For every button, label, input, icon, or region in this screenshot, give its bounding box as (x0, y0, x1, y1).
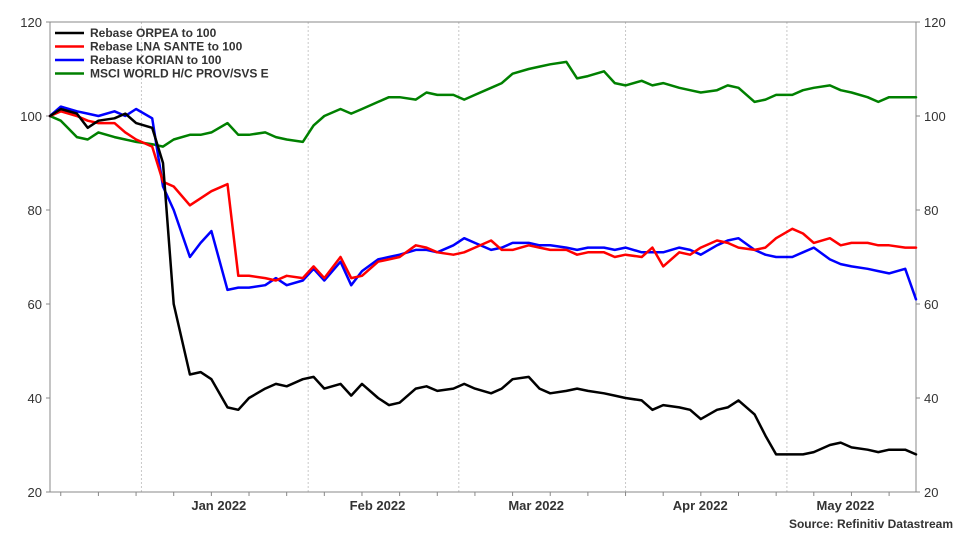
x-tick-label: Feb 2022 (350, 498, 406, 513)
y-tick-label-right: 120 (924, 15, 946, 30)
y-tick-label-left: 40 (28, 391, 42, 406)
legend-label: Rebase KORIAN to 100 (90, 53, 222, 67)
ticks: 20 20 40 40 60 60 80 80 100 100 120 120 Jan 2022 Feb … (20, 15, 945, 513)
y-tick-label-right: 100 (924, 109, 946, 124)
series-line (48, 110, 918, 282)
grid (140, 22, 788, 492)
x-tick-label: Apr 2022 (673, 498, 728, 513)
x-tick-label: Mar 2022 (508, 498, 564, 513)
plot-frame (49, 21, 917, 493)
y-tick-label-right: 20 (924, 485, 938, 500)
y-tick-label-left: 80 (28, 203, 42, 218)
y-tick-label-left: 60 (28, 297, 42, 312)
x-tick-label: May 2022 (817, 498, 875, 513)
legend-label: Rebase ORPEA to 100 (90, 26, 217, 40)
y-tick-label-right: 60 (924, 297, 938, 312)
series-lines (48, 60, 918, 456)
y-tick-label-right: 40 (924, 391, 938, 406)
y-tick-label-left: 100 (20, 109, 42, 124)
series-line (48, 60, 918, 148)
legend-label: MSCI WORLD H/C PROV/SVS E (90, 67, 269, 81)
y-tick-label-left: 120 (20, 15, 42, 30)
x-tick-label: Jan 2022 (191, 498, 246, 513)
y-tick-label-left: 20 (28, 485, 42, 500)
series-line (48, 105, 918, 301)
source-note: Source: Refinitiv Datastream (789, 517, 953, 531)
legend-label: Rebase LNA SANTE to 100 (90, 40, 243, 54)
series-line (48, 107, 918, 456)
y-tick-label-right: 80 (924, 203, 938, 218)
